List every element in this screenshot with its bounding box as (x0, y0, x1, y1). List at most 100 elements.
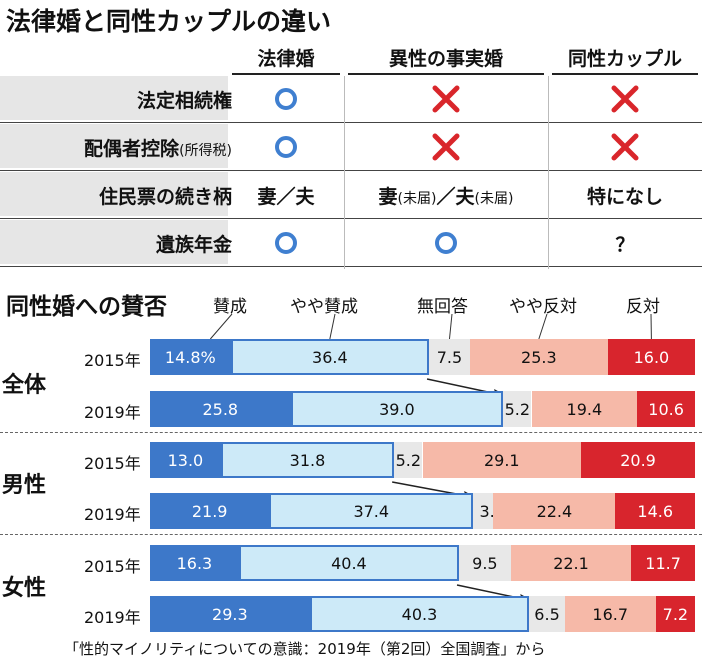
legend-label-no-answer: 無回答 (417, 297, 468, 317)
segment-somewhat-approve: 31.8 (220, 442, 395, 478)
column-underline (348, 73, 544, 75)
row-label-background (0, 76, 228, 120)
group-divider (0, 534, 702, 536)
legend-label-somewhat-oppose: やや反対 (509, 297, 577, 317)
legend-leader-line (538, 313, 548, 340)
segment-oppose: 11.7 (631, 545, 695, 581)
circle-mark-icon (275, 136, 297, 158)
cell-text-part: 夫 (455, 186, 475, 208)
segment-no-answer: 6.5 (529, 596, 565, 632)
group-label: 全体 (2, 373, 47, 398)
row-label-note: (所得税) (179, 143, 232, 159)
legend-leader-line (209, 313, 233, 340)
data-label: 29.3 (212, 604, 248, 624)
row-label: 住民票の続き柄 (99, 182, 232, 209)
row-label: 配偶者控除(所得税) (84, 134, 232, 161)
column-header-de-facto-marriage: 異性の事実婚 (388, 48, 503, 70)
segment-somewhat-oppose: 19.4 (531, 391, 638, 427)
legend-label-somewhat-approve: やや賛成 (290, 297, 358, 317)
circle-mark-icon (275, 232, 297, 254)
segment-no-answer: 5.2 (394, 442, 423, 478)
cross-mark-icon (432, 133, 460, 161)
data-label: 20.9 (620, 450, 656, 470)
legend-leader-line (448, 313, 453, 340)
group-label: 男性 (2, 473, 47, 498)
data-label: 5.2 (504, 399, 531, 419)
data-label: 16.7 (592, 604, 629, 624)
segment-approve: 14.8% (150, 339, 231, 375)
segment-no-answer: 9.5 (459, 545, 511, 581)
data-label: 29.1 (483, 450, 520, 470)
cell-text-part: 妻 (378, 186, 398, 208)
row-divider (0, 122, 702, 123)
data-label: 40.4 (331, 553, 367, 573)
data-label: 9.5 (472, 553, 498, 573)
segment-no-answer: 5.2 (503, 391, 532, 427)
segment-no-answer: 3.7 (473, 493, 505, 529)
data-label: 13.0 (167, 450, 204, 470)
segment-somewhat-approve: 37.4 (269, 493, 474, 529)
column-divider (548, 76, 549, 269)
column-underline (552, 73, 698, 75)
segment-approve: 13.0 (150, 442, 221, 478)
stacked-bar: 25.8 39.0 5.2 19.4 10.6 (150, 391, 695, 427)
data-label: 25.3 (521, 347, 557, 367)
data-label: 37.4 (353, 501, 390, 521)
segment-oppose: 14.6 (615, 493, 695, 529)
circle-mark-icon (275, 88, 297, 110)
data-label: 16.3 (176, 553, 213, 573)
row-divider (0, 218, 702, 219)
column-divider (344, 76, 345, 269)
stacked-bar: 29.3 40.3 6.5 16.7 7.2 (150, 596, 695, 632)
row-divider (0, 266, 702, 267)
cross-mark-icon (611, 85, 639, 113)
legend-label-oppose: 反対 (626, 297, 660, 317)
segment-somewhat-approve: 39.0 (290, 391, 504, 427)
column-underline (232, 73, 340, 75)
segment-somewhat-oppose: 22.1 (510, 545, 632, 581)
year-label: 2019年 (84, 505, 141, 524)
segment-somewhat-oppose: 16.7 (564, 596, 656, 632)
data-label: 21.9 (191, 501, 228, 521)
row-label: 遺族年金 (156, 230, 232, 257)
data-label: 11.7 (645, 553, 681, 573)
cell-text-part: ／ (436, 186, 456, 208)
column-header-legal-marriage: 法律婚 (257, 48, 315, 70)
cell-text-part: (未届) (397, 191, 437, 207)
cell-residence-same-sex: 特になし (586, 186, 663, 208)
row-label-background (0, 124, 228, 168)
data-label: 19.4 (566, 399, 603, 419)
group-divider (0, 432, 702, 434)
cross-mark-icon (432, 85, 460, 113)
data-label: 5.2 (395, 450, 422, 470)
segment-somewhat-approve: 36.4 (230, 339, 430, 375)
year-label: 2019年 (84, 403, 141, 422)
data-label: 31.8 (289, 450, 326, 470)
data-label: 14.8% (164, 347, 216, 367)
data-label: 7.2 (662, 604, 689, 624)
row-divider (0, 170, 702, 171)
cell-pension-same-sex: ？ (615, 234, 635, 256)
segment-approve: 25.8 (150, 391, 291, 427)
row-label-background (0, 172, 228, 216)
legend-label-approve: 賛成 (213, 297, 247, 317)
row-label: 法定相続権 (137, 86, 232, 113)
segment-somewhat-approve: 40.4 (238, 545, 459, 581)
stacked-bar: 21.9 37.4 3.7 22.4 14.6 (150, 493, 695, 529)
segment-oppose: 7.2 (655, 596, 695, 632)
segment-approve: 29.3 (150, 596, 310, 632)
stacked-bar: 16.3 40.4 9.5 22.1 11.7 (150, 545, 695, 581)
data-label: 14.6 (637, 501, 674, 521)
chart-title: 同性婚への賛否 (6, 294, 167, 320)
year-label: 2019年 (84, 608, 141, 627)
cross-mark-icon (611, 133, 639, 161)
circle-mark-icon (435, 232, 457, 254)
segment-somewhat-oppose: 22.4 (493, 493, 616, 529)
stacked-bar: 14.8% 36.4 7.5 25.3 16.0 (150, 339, 695, 375)
segment-no-answer: 7.5 (429, 339, 470, 375)
data-label: 6.5 (534, 604, 560, 624)
data-label: 22.1 (553, 553, 589, 573)
year-label: 2015年 (84, 351, 141, 370)
row-label-text: 住民票の続き柄 (98, 186, 232, 208)
column-header-same-sex-couple: 同性カップル (567, 48, 682, 70)
